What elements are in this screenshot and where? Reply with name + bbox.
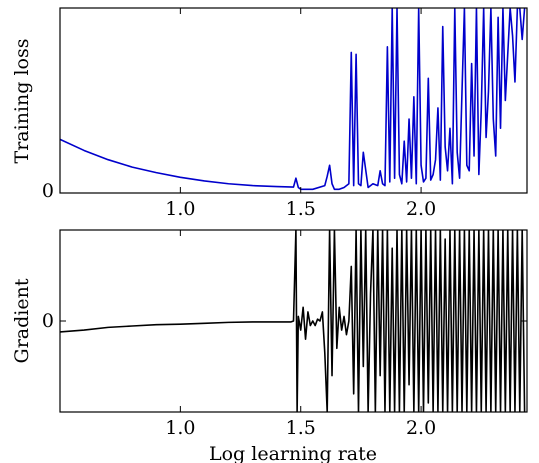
training-loss-chart: 1.0 1.5 2.0 0 Training loss: [11, 7, 528, 220]
training-loss-xtick-label: 1.0: [165, 198, 195, 220]
training-loss-series-line: [60, 8, 526, 191]
gradient-chart: 1.0 1.5 2.0 0 Gradient Log learning rate: [11, 229, 528, 463]
gradient-xlabel: Log learning rate: [209, 443, 377, 463]
gradient-series-line: [60, 230, 526, 412]
training-loss-axes-frame: [59, 7, 528, 194]
gradient-ylabel: Gradient: [11, 278, 33, 363]
gradient-xtick-label: 2.0: [406, 417, 436, 439]
gradient-xtick-label: 1.5: [286, 417, 316, 439]
gradient-xtick-label: 1.0: [165, 417, 195, 439]
training-loss-ytick-label: 0: [42, 180, 54, 202]
training-loss-xtick-label: 1.5: [286, 198, 316, 220]
gradient-ytick-label: 0: [42, 310, 54, 332]
training-loss-xtick-label: 2.0: [406, 198, 436, 220]
training-loss-ylabel: Training loss: [11, 39, 33, 164]
